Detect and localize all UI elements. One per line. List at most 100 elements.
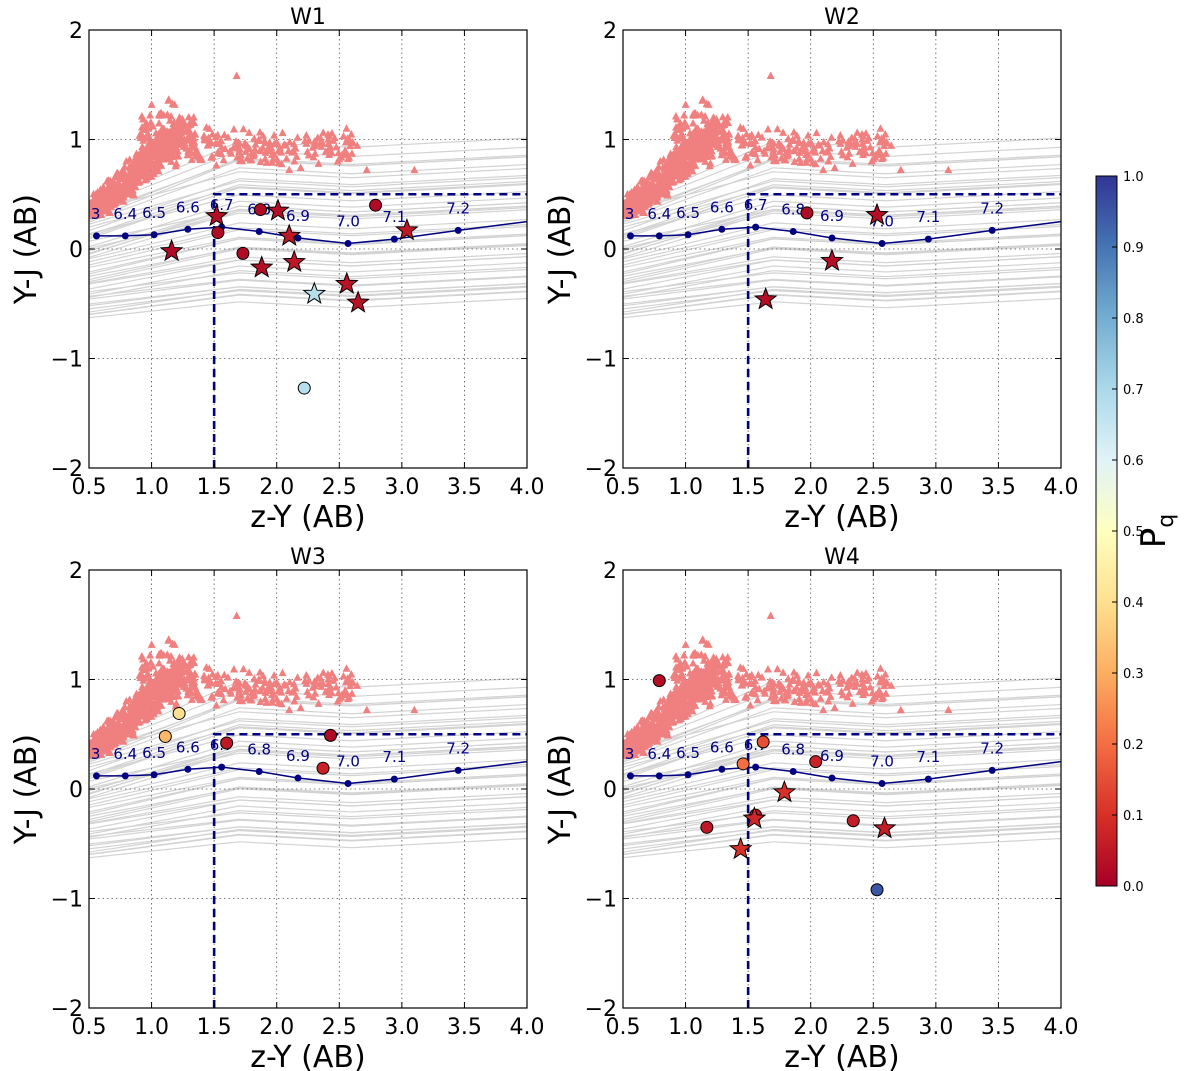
quasar-track-point: [184, 225, 192, 233]
colorbar-tick-label: 0.1: [1123, 809, 1144, 824]
dwarf-locus-point: [167, 152, 176, 160]
template-track: [623, 243, 1061, 281]
x-tick-label: 0.5: [606, 475, 641, 500]
x-axis-label: z-Y (AB): [250, 500, 365, 535]
dwarf-locus-point: [753, 155, 762, 164]
dwarf-locus-point: [753, 695, 762, 704]
dwarf-locus-point: [120, 728, 129, 736]
dwarf-locus-point: [818, 686, 827, 694]
dwarf-locus-point: [303, 687, 312, 695]
template-track: [623, 180, 1061, 236]
dwarf-locus-point: [626, 745, 635, 754]
redshift-label: 7.1: [382, 748, 406, 766]
y-tick-label: 2: [603, 19, 617, 44]
dwarf-locus-point: [124, 710, 133, 718]
redshift-label: 7.0: [870, 753, 894, 771]
quasar-track-point: [828, 234, 836, 242]
dwarf-locus-point: [656, 156, 665, 165]
dwarf-locus-point: [815, 681, 824, 689]
dwarf-locus-point: [717, 150, 726, 159]
template-track: [89, 207, 527, 258]
dwarf-locus-point: [838, 676, 847, 684]
dwarf-locus-point: [154, 706, 163, 715]
template-track: [89, 802, 527, 835]
dwarf-locus-point: [124, 170, 133, 178]
dwarf-locus-point: [138, 163, 147, 171]
dwarf-locus-point: [842, 683, 851, 691]
dwarf-locus-point: [281, 141, 290, 149]
dwarf-locus-point: [184, 666, 193, 674]
candidate-circle: [756, 735, 770, 749]
x-tick-label: 0.5: [606, 1015, 641, 1040]
dwarf-locus-point: [747, 670, 756, 679]
dwarf-locus-point: [757, 673, 766, 681]
dwarf-locus-point: [691, 684, 700, 693]
dwarf-locus-point: [146, 111, 155, 119]
dwarf-locus-point: [229, 665, 238, 673]
dwarf-locus-point: [154, 160, 163, 168]
y-tick-label: −1: [51, 888, 83, 913]
dwarf-locus-point: [711, 667, 720, 676]
redshift-label: 6.6: [710, 738, 734, 756]
dwarf-locus-point: [763, 143, 772, 152]
quasar-track-point: [255, 767, 263, 775]
candidate-star: [334, 271, 359, 295]
redshift-label: 6.5: [676, 204, 700, 222]
dwarf-locus-point: [673, 136, 682, 144]
dwarf-locus-point: [327, 148, 336, 157]
template-track: [623, 696, 1061, 762]
dwarf-locus-point: [794, 136, 803, 144]
dwarf-locus-point: [353, 681, 362, 689]
dwarf-locus-point: [708, 691, 717, 700]
dwarf-locus-point: [243, 153, 252, 162]
dwarf-locus-point: [304, 136, 313, 144]
template-track: [623, 837, 1061, 859]
template-track: [623, 177, 1061, 225]
template-track: [89, 815, 527, 837]
dwarf-locus-point: [346, 681, 355, 690]
y-tick-label: 1: [603, 669, 617, 694]
dwarf-locus-point: [804, 679, 813, 688]
dwarf-locus-point: [176, 124, 185, 132]
dwarf-locus-point: [103, 193, 112, 202]
y-axis-label: Y-J (AB): [9, 734, 44, 845]
panel-title: W2: [824, 5, 860, 30]
dwarf-locus-point: [717, 690, 726, 699]
dwarf-locus-point: [672, 684, 681, 693]
dwarf-locus-point: [319, 668, 328, 676]
dwarf-locus-point: [636, 188, 645, 197]
template-track: [89, 783, 527, 821]
dwarf-locus-point: [838, 136, 847, 144]
redshift-label: 6.7: [210, 196, 234, 214]
dwarf-locus-point: [187, 148, 196, 157]
dwarf-locus-point: [694, 131, 703, 140]
dwarf-locus-point: [103, 733, 112, 742]
dwarf-locus-point: [944, 165, 953, 174]
quasar-track-point: [218, 763, 226, 771]
dwarf-locus-point: [705, 667, 714, 675]
dwarf-locus-point: [241, 141, 250, 149]
dwarf-locus-point: [167, 692, 176, 700]
dwarf-locus-point: [268, 698, 277, 706]
quasar-track-point: [924, 235, 932, 243]
dwarf-locus-point: [896, 705, 905, 714]
dwarf-locus-point: [217, 136, 226, 145]
dwarf-locus-point: [102, 188, 111, 197]
dwarf-locus-point: [755, 144, 764, 153]
dwarf-locus-point: [741, 138, 750, 147]
dwarf-locus-point: [167, 111, 176, 120]
template-track: [89, 808, 527, 833]
dwarf-locus-point: [830, 163, 839, 171]
candidate-circle: [846, 814, 860, 828]
template-track: [623, 816, 1061, 840]
template-track: [89, 205, 527, 254]
dwarf-locus-point: [710, 664, 719, 672]
dwarf-locus-point: [792, 671, 801, 679]
dwarf-locus-point: [688, 166, 697, 175]
dwarf-locus-point: [641, 736, 650, 744]
quasar-track-point: [924, 775, 932, 783]
panel-title: W1: [290, 5, 326, 30]
dwarf-locus-point: [623, 198, 629, 207]
y-tick-label: −2: [51, 457, 83, 482]
dwarf-locus-point: [679, 685, 688, 694]
